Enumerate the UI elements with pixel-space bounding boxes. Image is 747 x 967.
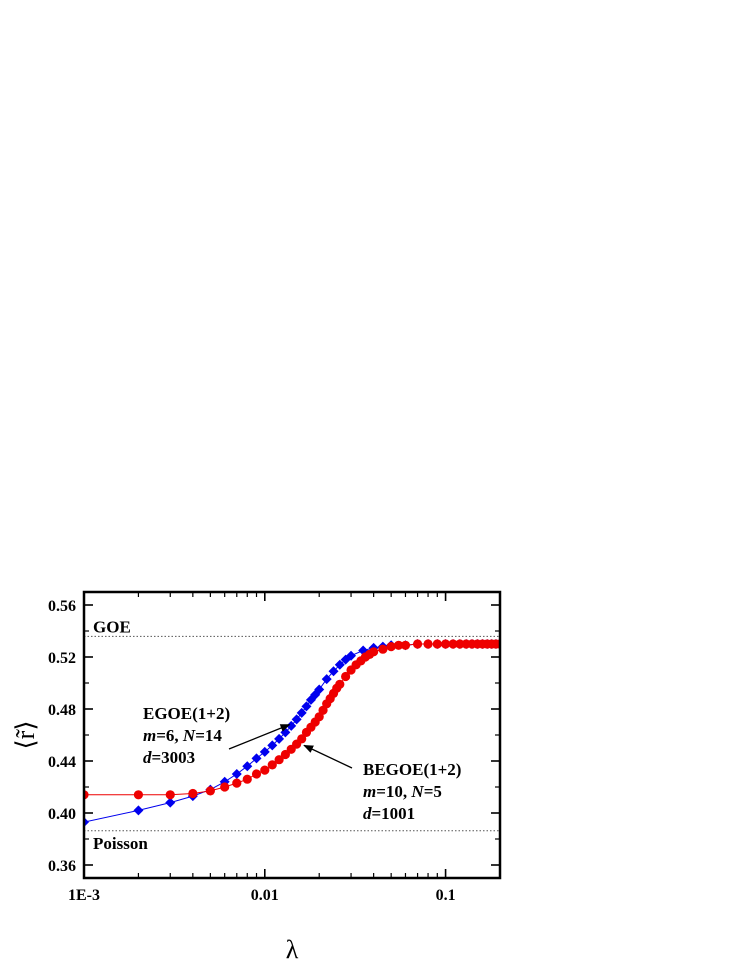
data-point <box>267 740 278 751</box>
y-tick-label: 0.44 <box>48 754 76 771</box>
annotation-arrow-0 <box>228 723 291 750</box>
data-point <box>334 659 345 670</box>
plot-frame <box>82 590 502 880</box>
data-point <box>369 647 379 657</box>
annotation-0-line-2: d=3003 <box>143 748 195 767</box>
data-point <box>274 755 284 765</box>
data-point <box>412 639 423 649</box>
data-point <box>205 786 215 796</box>
data-point <box>346 650 357 661</box>
x-tick-label: 0.01 <box>251 887 279 904</box>
data-point <box>394 640 404 650</box>
y-tick-label: 0.52 <box>48 650 76 667</box>
data-point <box>267 760 277 770</box>
y-tick-label: 0.56 <box>48 598 76 615</box>
data-point <box>133 805 144 816</box>
data-point <box>328 666 339 677</box>
data-point <box>260 765 270 775</box>
annotation-0-line-1: m=6, N=14 <box>143 726 222 745</box>
x-axis-label: λ <box>286 935 299 964</box>
annotation-arrow-1 <box>303 744 353 769</box>
data-point <box>231 769 242 779</box>
annotation-1-line-2: d=1001 <box>363 804 415 823</box>
data-point <box>455 639 465 649</box>
data-point <box>259 746 270 757</box>
data-point <box>314 684 325 695</box>
data-point <box>301 701 312 712</box>
data-point <box>242 761 253 772</box>
data-point <box>296 707 307 718</box>
data-point <box>274 733 285 744</box>
annotation-1-line-0: BEGOE(1+2) <box>363 760 461 779</box>
data-point <box>242 774 252 784</box>
data-point <box>232 778 242 788</box>
data-point <box>251 769 262 779</box>
y-tick-label: 0.40 <box>48 806 76 823</box>
y-axis-label: ⟨r̃⟩ <box>11 721 40 750</box>
data-point <box>291 714 302 725</box>
data-point <box>165 790 175 800</box>
y-tick-label: 0.36 <box>48 858 76 875</box>
y-tick-label: 0.48 <box>48 702 76 719</box>
data-point <box>188 788 198 799</box>
data-point <box>378 644 388 654</box>
data-point <box>448 639 458 649</box>
data-point <box>400 640 411 650</box>
data-point <box>432 639 442 649</box>
reference-label-goe: GOE <box>93 617 131 636</box>
annotation-0-line-0: EGOE(1+2) <box>143 704 230 723</box>
reference-label-poisson: Poisson <box>93 834 148 853</box>
x-tick-label: 0.1 <box>436 887 456 904</box>
data-point <box>341 671 351 682</box>
data-point <box>423 639 433 649</box>
data-point <box>335 679 345 689</box>
x-tick-label: 1E-3 <box>68 887 100 904</box>
data-point <box>165 797 176 808</box>
data-point <box>251 753 262 764</box>
data-point <box>386 642 396 652</box>
annotation-1-line-1: m=10, N=5 <box>363 782 442 801</box>
data-point <box>321 674 332 685</box>
data-point <box>133 790 144 800</box>
data-point <box>440 639 451 649</box>
data-point <box>220 782 230 792</box>
data-point <box>297 734 307 744</box>
